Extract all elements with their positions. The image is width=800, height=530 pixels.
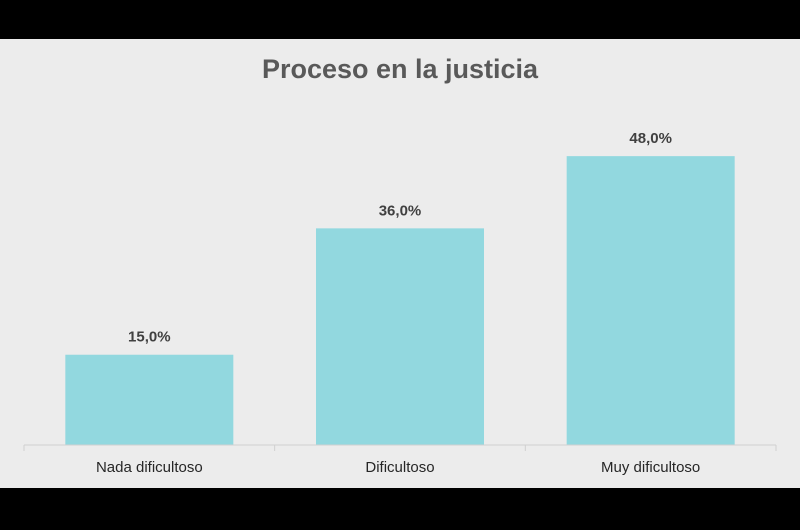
category-label: Muy dificultoso — [601, 459, 700, 476]
category-label: Dificultoso — [365, 459, 434, 476]
data-labels-group: 15,0% 36,0% 48,0% — [128, 130, 672, 346]
bar — [566, 156, 735, 445]
category-labels-group: Nada dificultoso Dificultoso Muy dificulto… — [96, 459, 700, 476]
data-label: 15,0% — [128, 329, 171, 346]
data-label: 36,0% — [379, 202, 422, 219]
bars-group — [65, 156, 735, 445]
bar — [316, 228, 484, 445]
chart-title: Proceso en la justicia — [262, 54, 539, 84]
x-axis-ticks — [23, 445, 777, 451]
bar — [65, 354, 234, 445]
category-label: Nada dificultoso — [96, 459, 203, 476]
data-label: 48,0% — [629, 130, 672, 147]
